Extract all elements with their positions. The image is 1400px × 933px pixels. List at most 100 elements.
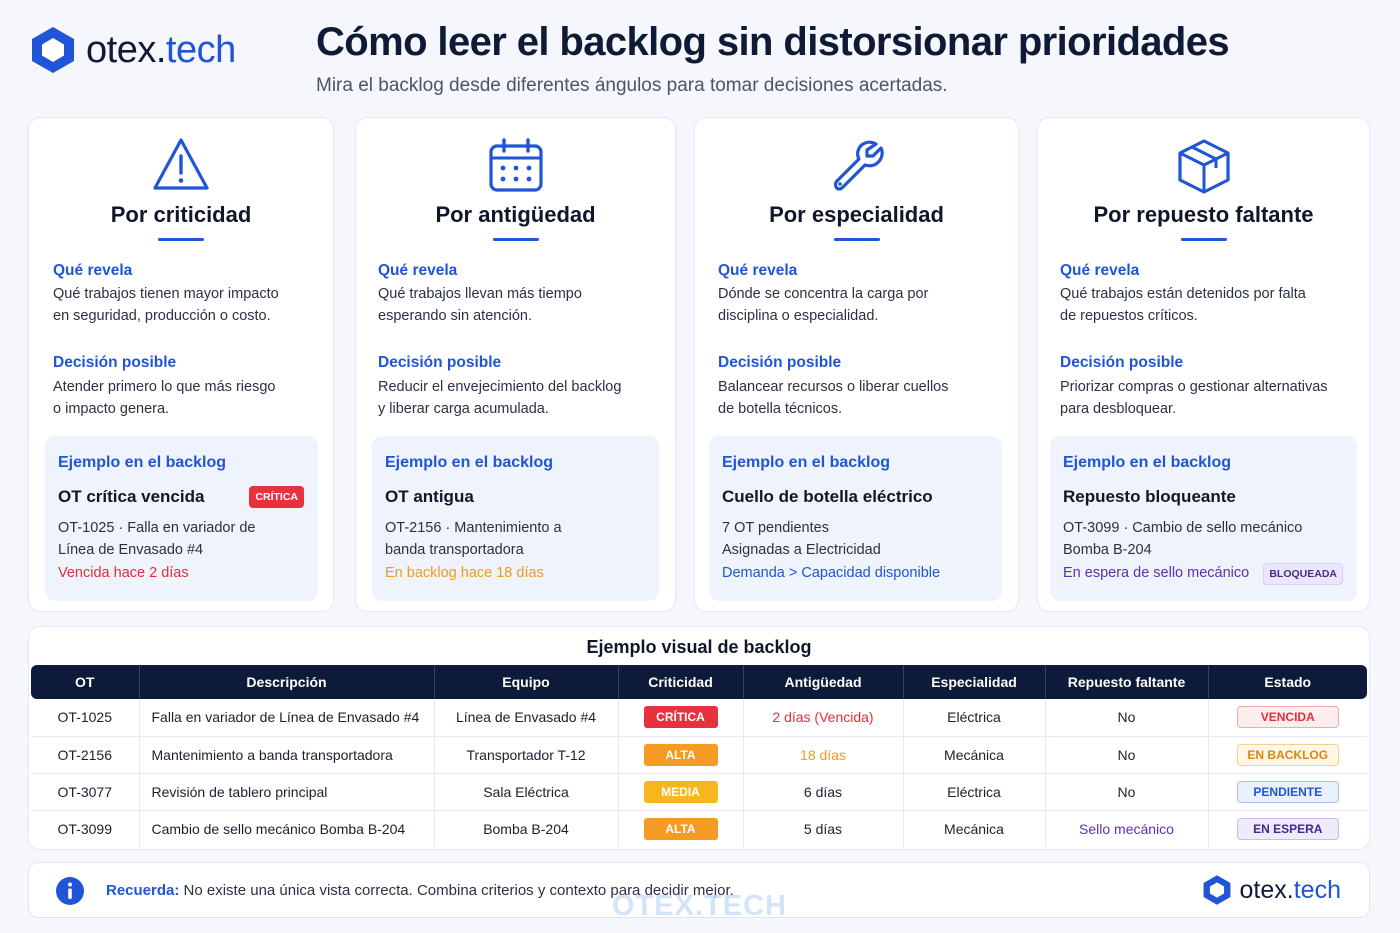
example-title: Repuesto bloqueante	[1063, 487, 1236, 506]
cell-repuesto: No	[1045, 736, 1209, 774]
brand-name: otex.tech	[86, 28, 236, 71]
info-icon	[53, 876, 87, 911]
cell-estado: EN BACKLOG	[1208, 736, 1367, 774]
example-title: OT crítica vencida	[58, 487, 205, 506]
decision-label: Decisión posible	[53, 354, 177, 371]
table-row[interactable]: OT-3099 Cambio de sello mecánico Bomba B…	[31, 810, 1367, 847]
example-box: Ejemplo en el backlog Cuello de botella …	[709, 436, 1002, 601]
cell-criticidad: ALTA	[618, 810, 744, 847]
col-header-ot[interactable]: OT	[31, 665, 140, 699]
calendar-icon	[487, 136, 545, 199]
estado-badge: EN BACKLOG	[1236, 743, 1339, 766]
hexagon-logo-icon	[32, 27, 74, 73]
card-title: Por repuesto faltante	[1093, 202, 1314, 227]
example-text: OT-1025 · Falla en variador de Línea de E…	[58, 520, 256, 558]
cell-descripcion: Cambio de sello mecánico Bomba B-204	[139, 810, 435, 847]
backlog-table-panel: Ejemplo visual de backlog OT Descripción…	[28, 626, 1370, 850]
reveals-label: Qué revela	[53, 262, 133, 279]
cell-equipo: Transportador T-12	[434, 736, 619, 774]
example-text: 7 OT pendientes Asignadas a Electricidad	[722, 520, 881, 558]
cell-antiguedad: 6 días	[743, 773, 904, 811]
cell-criticidad: CRÍTICA	[618, 699, 744, 737]
cell-ot: OT-1025	[31, 699, 140, 737]
col-header-antiguedad[interactable]: Antigüedad	[743, 665, 904, 699]
card-antiguedad: Por antigüedad Qué revela Qué trabajos l…	[355, 117, 676, 612]
card-divider	[158, 238, 204, 241]
example-title: OT antigua	[385, 487, 474, 506]
reveals-text: Dónde se concentra la carga por disciplin…	[718, 286, 929, 324]
backlog-table: OT Descripción Equipo Criticidad Antigüe…	[31, 665, 1367, 847]
col-header-estado[interactable]: Estado	[1208, 665, 1367, 699]
decision-label: Decisión posible	[718, 354, 842, 371]
reveals-label: Qué revela	[718, 262, 798, 279]
example-box: Ejemplo en el backlog Repuesto bloqueant…	[1050, 436, 1357, 601]
example-label: Ejemplo en el backlog	[1063, 454, 1232, 471]
decision-text: Priorizar compras o gestionar alternativ…	[1060, 379, 1328, 417]
brand-logo: otex.tech	[30, 25, 236, 75]
card-title: Por criticidad	[110, 202, 252, 227]
critica-tag: CRÍTICA	[249, 486, 304, 508]
example-text: OT-2156 · Mantenimiento a banda transport…	[385, 520, 562, 558]
example-note: En backlog hace 18 días	[385, 565, 544, 581]
col-header-repuesto[interactable]: Repuesto faltante	[1045, 665, 1209, 699]
card-criticidad: Por criticidad Qué revela Qué trabajos t…	[28, 117, 334, 612]
card-divider	[833, 238, 880, 241]
decision-text: Atender primero lo que más riesgo o impac…	[53, 379, 276, 417]
footer-banner: Recuerda: No existe una única vista corr…	[28, 862, 1370, 918]
reveals-label: Qué revela	[378, 262, 458, 279]
warning-triangle-icon	[151, 136, 211, 199]
criticidad-badge: MEDIA	[643, 780, 718, 803]
cell-ot: OT-2156	[31, 736, 140, 774]
reveals-text: Qué trabajos llevan más tiempo esperando …	[378, 286, 582, 324]
table-row[interactable]: OT-3077 Revisión de tablero principal Sa…	[31, 773, 1367, 811]
reveals-label: Qué revela	[1060, 262, 1140, 279]
card-divider	[492, 238, 539, 241]
estado-badge: EN ESPERA	[1236, 817, 1339, 840]
example-note: Vencida hace 2 días	[58, 565, 189, 581]
cell-especialidad: Mecánica	[903, 736, 1046, 774]
cell-descripcion: Revisión de tablero principal	[139, 773, 435, 811]
cell-repuesto: No	[1045, 773, 1209, 811]
example-text: OT-3099 · Cambio de sello mecánico Bomba …	[1063, 520, 1303, 558]
cell-especialidad: Eléctrica	[903, 699, 1046, 737]
footer-message: Recuerda: No existe una única vista corr…	[106, 882, 734, 899]
example-box: Ejemplo en el backlog OT antigua OT-2156…	[372, 436, 659, 601]
decision-label: Decisión posible	[378, 354, 502, 371]
example-note: Demanda > Capacidad disponible	[722, 565, 941, 581]
criticidad-badge: ALTA	[643, 817, 718, 840]
hexagon-logo-icon	[1203, 875, 1230, 905]
cell-antiguedad: 5 días	[743, 810, 904, 847]
decision-label: Decisión posible	[1060, 354, 1184, 371]
cell-descripcion: Mantenimiento a banda transportadora	[139, 736, 435, 774]
criticidad-badge: CRÍTICA	[643, 706, 718, 729]
example-note: En espera de sello mecánico	[1063, 565, 1250, 581]
table-header-row: OT Descripción Equipo Criticidad Antigüe…	[31, 665, 1367, 699]
footer-logo: otex.tech	[1202, 874, 1341, 906]
criticidad-badge: ALTA	[643, 743, 718, 766]
col-header-equipo[interactable]: Equipo	[434, 665, 619, 699]
estado-badge: VENCIDA	[1236, 706, 1339, 729]
wrench-icon	[827, 136, 887, 201]
cell-ot: OT-3099	[31, 810, 140, 847]
example-label: Ejemplo en el backlog	[385, 454, 554, 471]
cell-criticidad: MEDIA	[618, 773, 744, 811]
cell-estado: PENDIENTE	[1208, 773, 1367, 811]
table-row[interactable]: OT-1025 Falla en variador de Línea de En…	[31, 699, 1367, 737]
reveals-text: Qué trabajos están detenidos por falta de…	[1060, 286, 1306, 324]
example-label: Ejemplo en el backlog	[58, 454, 227, 471]
cell-repuesto: No	[1045, 699, 1209, 737]
watermark: OTEX.TECH	[612, 890, 787, 922]
cell-estado: EN ESPERA	[1208, 810, 1367, 847]
cell-antiguedad: 2 días (Vencida)	[743, 699, 904, 737]
cell-equipo: Línea de Envasado #4	[434, 699, 619, 737]
table-row[interactable]: OT-2156 Mantenimiento a banda transporta…	[31, 736, 1367, 774]
col-header-criticidad[interactable]: Criticidad	[618, 665, 744, 699]
col-header-descripcion[interactable]: Descripción	[139, 665, 435, 699]
cell-equipo: Bomba B-204	[434, 810, 619, 847]
cell-ot: OT-3077	[31, 773, 140, 811]
card-divider	[1180, 238, 1227, 241]
box-icon	[1174, 136, 1234, 201]
cell-equipo: Sala Eléctrica	[434, 773, 619, 811]
cell-antiguedad: 18 días	[743, 736, 904, 774]
col-header-especialidad[interactable]: Especialidad	[903, 665, 1046, 699]
